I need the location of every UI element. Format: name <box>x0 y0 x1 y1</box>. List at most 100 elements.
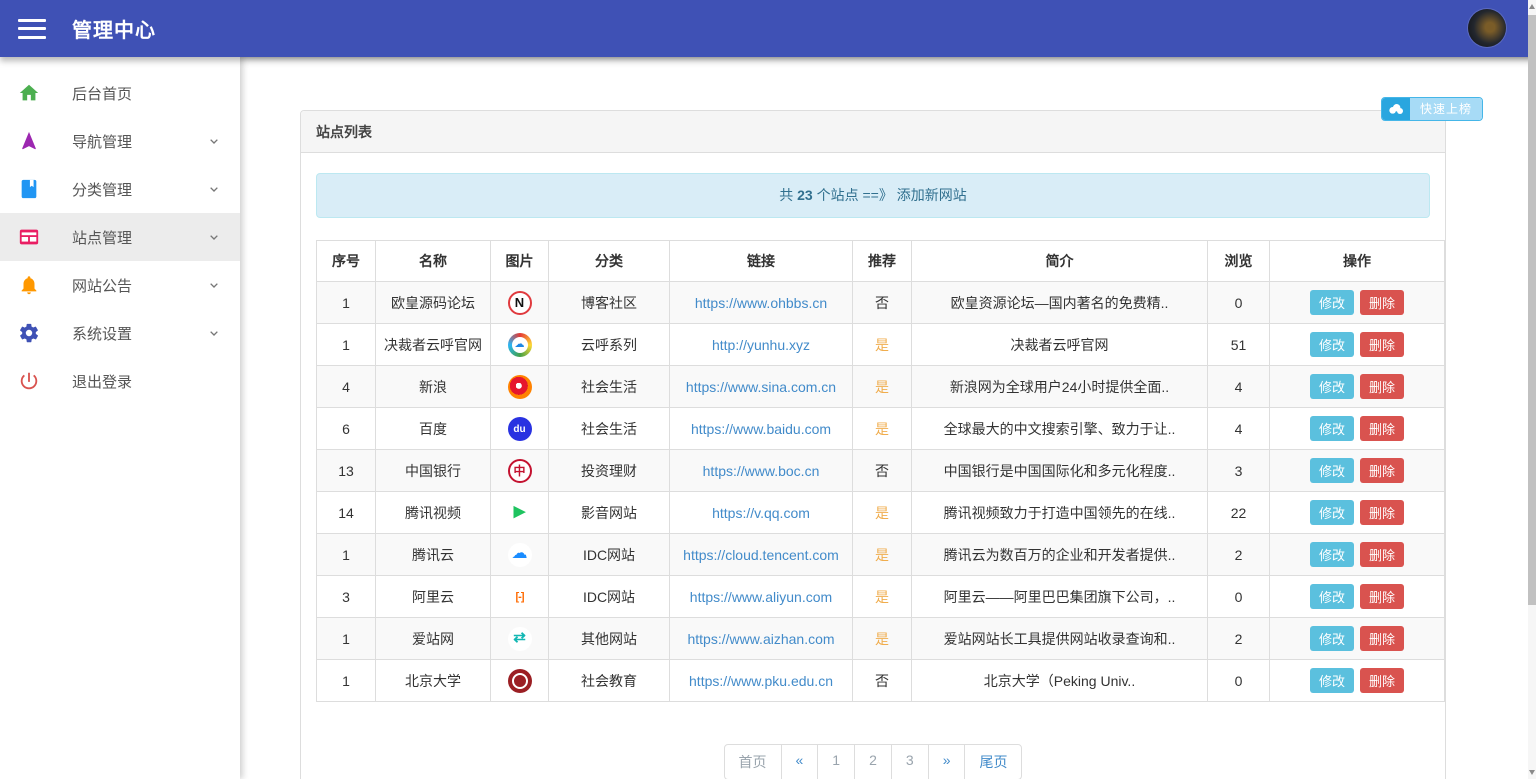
site-category: IDC网站 <box>548 575 670 618</box>
site-link[interactable]: https://www.aliyun.com <box>689 588 833 605</box>
site-views: 0 <box>1207 281 1270 324</box>
navigation-icon <box>22 131 36 150</box>
table-row: 4 新浪 社会生活 https://www.sina.com.cn 是 新浪网为… <box>316 365 1445 408</box>
delete-button[interactable]: 删除 <box>1360 668 1405 693</box>
delete-button[interactable]: 删除 <box>1360 542 1405 567</box>
user-avatar[interactable] <box>1468 9 1506 47</box>
site-description: 腾讯云为数百万的企业和开发者提供.. <box>911 533 1208 576</box>
scroll-down-arrow-icon[interactable] <box>1529 770 1535 775</box>
site-name: 腾讯云 <box>375 533 491 576</box>
delete-button[interactable]: 删除 <box>1360 458 1405 483</box>
edit-button[interactable]: 修改 <box>1309 458 1354 483</box>
sidebar-item-sites[interactable]: 站点管理 <box>0 213 240 261</box>
vertical-scrollbar[interactable] <box>1528 0 1536 779</box>
edit-button[interactable]: 修改 <box>1309 416 1354 441</box>
site-description: 新浪网为全球用户24小时提供全面.. <box>911 365 1208 408</box>
sidebar-item-dashboard[interactable]: 后台首页 <box>0 69 240 117</box>
site-name: 爱站网 <box>375 617 491 660</box>
delete-button[interactable]: 删除 <box>1360 290 1405 315</box>
page-2[interactable]: 2 <box>854 744 892 779</box>
edit-button[interactable]: 修改 <box>1309 332 1354 357</box>
delete-button[interactable]: 删除 <box>1360 332 1405 357</box>
recommend-flag: 是 <box>875 588 889 605</box>
app-title: 管理中心 <box>72 20 156 42</box>
page-3[interactable]: 3 <box>890 744 929 779</box>
menu-toggle-icon[interactable] <box>18 18 46 39</box>
page-first[interactable]: 首页 <box>723 744 782 779</box>
sidebar-item-logout[interactable]: 退出登录 <box>0 357 240 405</box>
site-id: 13 <box>316 449 376 492</box>
chevron-down-icon <box>210 235 218 240</box>
sidebar-item-label: 分类管理 <box>72 181 133 199</box>
site-name: 中国银行 <box>375 449 491 492</box>
site-name: 腾讯视频 <box>375 491 491 534</box>
site-link[interactable]: https://www.sina.com.cn <box>685 378 837 395</box>
sidebar-item-announcements[interactable]: 网站公告 <box>0 261 240 309</box>
delete-button[interactable]: 删除 <box>1360 500 1405 525</box>
page-prev[interactable]: « <box>780 744 819 779</box>
recommend-flag: 是 <box>875 420 889 437</box>
site-favicon-icon <box>507 374 532 399</box>
edit-button[interactable]: 修改 <box>1309 668 1354 693</box>
edit-button[interactable]: 修改 <box>1309 374 1354 399</box>
site-name: 北京大学 <box>375 659 491 702</box>
sidebar-item-settings[interactable]: 系统设置 <box>0 309 240 357</box>
sidebar-item-categories[interactable]: 分类管理 <box>0 165 240 213</box>
site-link[interactable]: https://www.boc.cn <box>702 462 820 479</box>
recommend-flag: 是 <box>875 504 889 521</box>
sidebar: 后台首页 导航管理 分类管理 <box>0 57 240 779</box>
delete-button[interactable]: 删除 <box>1360 416 1405 441</box>
page-last[interactable]: 尾页 <box>964 744 1023 779</box>
site-link[interactable]: https://www.ohbbs.cn <box>694 294 828 311</box>
site-link[interactable]: https://www.pku.edu.cn <box>689 672 833 689</box>
site-favicon-icon <box>507 626 532 651</box>
edit-button[interactable]: 修改 <box>1309 584 1354 609</box>
edit-button[interactable]: 修改 <box>1309 542 1354 567</box>
col-header-id: 序号 <box>316 240 376 282</box>
chevron-down-icon <box>210 331 218 336</box>
col-header-actions: 操作 <box>1269 240 1445 282</box>
delete-button[interactable]: 删除 <box>1360 626 1405 651</box>
edit-button[interactable]: 修改 <box>1309 290 1354 315</box>
site-name: 决裁者云呼官网 <box>375 323 491 366</box>
table-row: 13 中国银行 投资理财 https://www.boc.cn 否 中国银行是中… <box>316 449 1445 492</box>
site-views: 0 <box>1207 659 1270 702</box>
edit-button[interactable]: 修改 <box>1309 500 1354 525</box>
site-name: 新浪 <box>375 365 491 408</box>
site-id: 1 <box>316 323 376 366</box>
site-link[interactable]: https://www.baidu.com <box>690 420 832 437</box>
book-icon <box>21 179 37 199</box>
site-views: 22 <box>1207 491 1270 534</box>
delete-button[interactable]: 删除 <box>1360 374 1405 399</box>
sidebar-item-navigation[interactable]: 导航管理 <box>0 117 240 165</box>
site-description: 决裁者云呼官网 <box>911 323 1208 366</box>
add-site-link[interactable]: 添加新网站 <box>896 187 967 203</box>
scroll-up-arrow-icon[interactable] <box>1529 4 1535 9</box>
recommend-flag: 否 <box>875 294 889 311</box>
site-views: 4 <box>1207 365 1270 408</box>
site-id: 14 <box>316 491 376 534</box>
edit-button[interactable]: 修改 <box>1309 626 1354 651</box>
site-link[interactable]: https://cloud.tencent.com <box>683 546 839 563</box>
scrollbar-thumb[interactable] <box>1528 15 1536 605</box>
site-link[interactable]: http://yunhu.xyz <box>711 336 811 353</box>
page-next[interactable]: » <box>927 744 966 779</box>
site-category: 社会教育 <box>548 659 670 702</box>
site-link[interactable]: https://v.qq.com <box>712 504 810 521</box>
chevron-down-icon <box>210 283 218 288</box>
top-navbar: 管理中心 <box>0 0 1536 57</box>
site-category: 投资理财 <box>548 449 670 492</box>
site-link[interactable]: https://www.aizhan.com <box>687 630 835 647</box>
site-category: 博客社区 <box>548 281 670 324</box>
panel-title: 站点列表 <box>301 111 1445 153</box>
site-category: 社会生活 <box>548 407 670 450</box>
quick-submit-button[interactable]: 快速上榜 <box>1381 97 1484 121</box>
table-row: 1 腾讯云 IDC网站 https://cloud.tencent.com 是 … <box>316 533 1445 576</box>
page-1[interactable]: 1 <box>817 744 856 779</box>
recommend-flag: 是 <box>875 336 889 353</box>
site-id: 3 <box>316 575 376 618</box>
delete-button[interactable]: 删除 <box>1360 584 1405 609</box>
recommend-flag: 否 <box>875 672 889 689</box>
sidebar-item-label: 系统设置 <box>72 325 133 343</box>
site-name: 欧皇源码论坛 <box>375 281 491 324</box>
